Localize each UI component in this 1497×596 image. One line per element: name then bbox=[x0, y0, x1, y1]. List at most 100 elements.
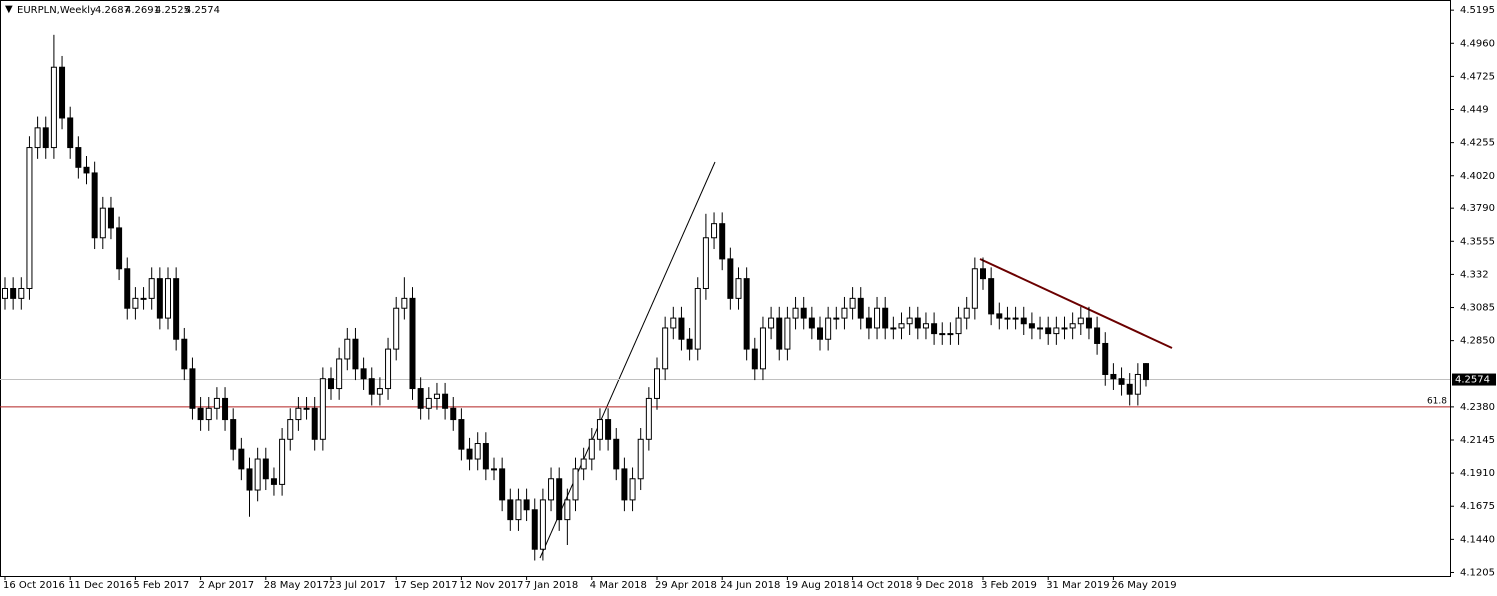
candle-body bbox=[165, 278, 171, 319]
candle-body bbox=[262, 458, 269, 480]
candle-body bbox=[588, 438, 595, 460]
x-tick-label: 14 Oct 2018 bbox=[851, 580, 913, 591]
candle-body bbox=[148, 278, 155, 299]
candle-body bbox=[817, 327, 823, 340]
candle-body bbox=[751, 348, 758, 370]
candle-body bbox=[654, 368, 660, 399]
candle-body bbox=[971, 268, 978, 309]
candle-body bbox=[865, 317, 872, 329]
candle-body bbox=[222, 397, 229, 421]
candle-body bbox=[996, 313, 1003, 319]
candle-body bbox=[662, 327, 669, 370]
candle-body bbox=[792, 307, 799, 319]
y-tick-label: 4.1675 bbox=[1460, 501, 1495, 512]
candle-body bbox=[898, 323, 905, 329]
candle-body bbox=[759, 327, 766, 370]
candle-body bbox=[270, 478, 277, 485]
header: ▼ EURPLN,Weekly 4.2687 4.2691 4.2525 4.2… bbox=[5, 4, 220, 16]
candle-body bbox=[360, 368, 367, 380]
candle-body bbox=[328, 378, 334, 390]
candle-body bbox=[645, 397, 652, 440]
price-label-box bbox=[1452, 373, 1496, 386]
x-tick-label: 4 Mar 2018 bbox=[590, 580, 647, 591]
candle-body bbox=[857, 297, 864, 319]
x-tick-label: 19 Aug 2018 bbox=[785, 580, 849, 591]
candle-body bbox=[254, 458, 261, 491]
candle-body bbox=[515, 499, 522, 521]
x-tick-label: 17 Sep 2017 bbox=[394, 580, 457, 591]
candle-body bbox=[156, 278, 163, 319]
candle-body bbox=[213, 397, 220, 409]
candle-body bbox=[507, 499, 514, 521]
candle-body bbox=[531, 509, 538, 550]
candle-body bbox=[287, 419, 294, 440]
candle-body bbox=[931, 323, 938, 335]
candle-body bbox=[303, 407, 310, 410]
candle-body bbox=[295, 407, 302, 421]
candle-body bbox=[279, 438, 286, 485]
y-tick-label: 4.3085 bbox=[1460, 303, 1495, 314]
candle-body bbox=[833, 317, 840, 320]
candle-body bbox=[385, 348, 392, 390]
candle-body bbox=[743, 278, 750, 350]
candle-body bbox=[1045, 327, 1052, 335]
candle-body bbox=[564, 499, 571, 521]
candle-body bbox=[1126, 383, 1133, 395]
x-tick-label: 3 Feb 2019 bbox=[981, 580, 1037, 591]
candle-body bbox=[352, 338, 359, 370]
candle-body bbox=[205, 407, 212, 421]
y-tick-label: 4.3555 bbox=[1460, 236, 1495, 247]
candle-body bbox=[702, 237, 709, 290]
candle-body bbox=[1143, 363, 1149, 381]
candle-body bbox=[1077, 317, 1084, 325]
candle-body bbox=[539, 499, 546, 550]
x-tick-label: 28 May 2017 bbox=[264, 580, 329, 591]
candle-body bbox=[1069, 323, 1076, 329]
candle-body bbox=[711, 223, 718, 239]
candle-body bbox=[140, 297, 147, 300]
x-tick-label: 29 Apr 2018 bbox=[655, 580, 717, 591]
candle-body bbox=[906, 317, 913, 325]
candle-body bbox=[1037, 327, 1044, 330]
candle-body bbox=[621, 468, 628, 501]
y-tick-label: 4.332 bbox=[1460, 269, 1489, 280]
x-tick-label: 2 Apr 2017 bbox=[199, 580, 254, 591]
candle-body bbox=[1118, 378, 1125, 385]
header-close: 4.2574 bbox=[185, 5, 220, 16]
x-tick-label: 12 Nov 2017 bbox=[459, 580, 523, 591]
candle-body bbox=[1053, 327, 1060, 335]
candle-body bbox=[425, 397, 432, 409]
candle-body bbox=[580, 458, 587, 470]
y-tick-label: 4.4255 bbox=[1460, 138, 1495, 149]
candle-body bbox=[727, 258, 734, 299]
candle-body bbox=[344, 338, 351, 360]
candle-body bbox=[800, 307, 807, 319]
candle-body bbox=[596, 419, 603, 440]
candle-body bbox=[613, 438, 620, 470]
y-tick-label: 4.1910 bbox=[1460, 468, 1495, 479]
y-tick-label: 4.1440 bbox=[1460, 534, 1495, 545]
x-tick-label: 9 Dec 2018 bbox=[916, 580, 974, 591]
candle-body bbox=[841, 307, 848, 319]
candle-body bbox=[189, 368, 196, 409]
candle-body bbox=[336, 358, 343, 390]
candle-body bbox=[1012, 317, 1019, 320]
y-tick-label: 4.2850 bbox=[1460, 336, 1495, 347]
candle-body bbox=[1061, 327, 1068, 330]
candle-body bbox=[955, 317, 962, 335]
candle-body bbox=[890, 327, 897, 330]
candle-body bbox=[548, 478, 555, 501]
candle-body bbox=[466, 448, 473, 460]
candle-body bbox=[939, 333, 946, 336]
candle-body bbox=[474, 443, 481, 460]
candle-body bbox=[808, 317, 815, 329]
x-tick-label: 23 Jul 2017 bbox=[329, 580, 386, 591]
x-tick-label: 7 Jan 2018 bbox=[525, 580, 579, 591]
candle-body bbox=[776, 317, 783, 350]
candle-body bbox=[1085, 317, 1092, 329]
candle-body bbox=[132, 297, 139, 309]
symbol: EURPLN,Weekly bbox=[17, 5, 96, 16]
trend-line bbox=[539, 161, 716, 559]
candle-body bbox=[2, 288, 8, 299]
